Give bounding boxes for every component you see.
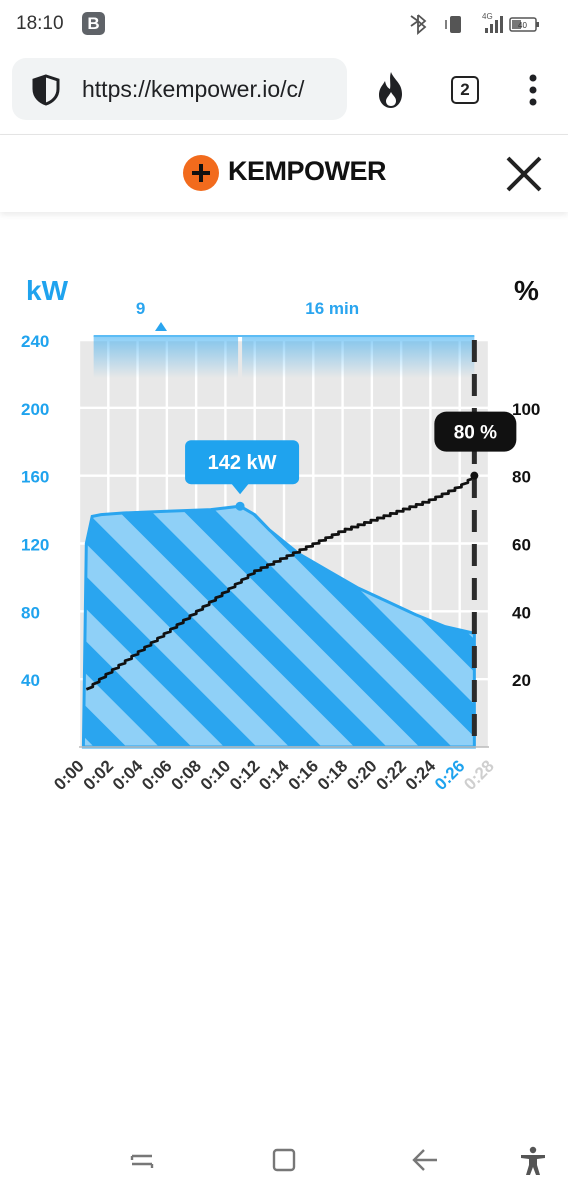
url-text[interactable]: https://kempower.io/c/	[82, 76, 305, 102]
peak-callout	[185, 440, 300, 485]
x-tick: 0:26	[431, 756, 468, 793]
recents-icon[interactable]	[128, 1146, 156, 1174]
more-vert-icon[interactable]	[521, 70, 545, 110]
phone-vibrate-icon	[445, 16, 461, 33]
address-bar[interactable]: https://kempower.io/c/	[12, 58, 347, 120]
brand-logo-text: KEMPOWER	[228, 156, 387, 186]
fire-icon[interactable]	[372, 70, 410, 110]
bluetooth-icon	[410, 14, 427, 35]
status-bar: 18:10 B 4G 40	[0, 0, 568, 48]
close-icon[interactable]	[505, 155, 543, 193]
x-tick: 0:06	[138, 756, 175, 793]
site-header: KEMPOWER	[0, 135, 568, 212]
band-right-label: 16 min	[305, 299, 359, 318]
soc-end-point	[470, 471, 479, 480]
signal-icon	[485, 16, 503, 33]
system-nav-bar	[0, 1130, 568, 1200]
y-tick-right: 80	[512, 468, 531, 487]
status-time: 18:10	[16, 13, 64, 34]
tabs-button[interactable]: 2	[451, 76, 479, 104]
y-tick-left: 240	[21, 332, 49, 351]
x-tick: 0:18	[314, 756, 351, 793]
shield-icon[interactable]	[30, 73, 62, 107]
peak-point	[235, 501, 245, 511]
y-tick-right: 40	[512, 603, 531, 622]
band-left-segment	[93, 336, 239, 378]
battery-level: 40	[518, 21, 527, 30]
plus-circle-icon	[183, 155, 219, 191]
battery-icon: 40	[509, 17, 539, 32]
peak-callout-pointer	[231, 483, 250, 495]
x-tick: 0:16	[285, 756, 322, 793]
y-tick-left: 40	[21, 671, 40, 690]
y-tick-left: 160	[21, 468, 49, 487]
browser-toolbar: https://kempower.io/c/ 2	[0, 48, 568, 135]
y-tick-right: 20	[512, 671, 531, 690]
x-tick: 0:08	[167, 756, 204, 793]
power-area	[81, 504, 476, 749]
right-axis-title: %	[514, 275, 539, 306]
soc-line	[85, 475, 476, 691]
x-tick: 0:00	[50, 756, 87, 793]
back-icon[interactable]	[410, 1146, 440, 1174]
soc-callout	[434, 411, 517, 452]
charging-chart: 9 16 min kW % 240 200 160 120 80 40 100 80 60 40 20 0:…	[21, 275, 540, 794]
x-tick: 0:28	[460, 756, 497, 793]
x-tick: 0:24	[402, 756, 440, 794]
x-tick: 0:22	[372, 756, 409, 793]
x-tick: 0:04	[109, 756, 147, 794]
x-tick: 0:10	[197, 756, 234, 793]
network-type: 4G	[482, 12, 493, 21]
x-tick: 0:20	[343, 756, 380, 793]
status-badge: B	[82, 12, 105, 35]
status-icons: 4G 40	[410, 12, 539, 35]
accessibility-icon[interactable]	[518, 1146, 548, 1176]
band-marker-icon	[155, 322, 167, 331]
home-icon[interactable]	[270, 1146, 298, 1174]
y-tick-left: 120	[21, 536, 49, 555]
y-tick-right: 100	[512, 400, 540, 419]
y-tick-right: 60	[512, 536, 531, 555]
x-tick: 0:12	[226, 756, 263, 793]
band-left-label: 9	[136, 299, 145, 318]
peak-callout-label: 142 kW	[208, 452, 277, 474]
x-tick: 0:14	[255, 756, 293, 794]
y-tick-left: 80	[21, 603, 40, 622]
y-tick-left: 200	[21, 400, 49, 419]
x-tick: 0:02	[80, 756, 117, 793]
soc-callout-label: 80 %	[454, 423, 497, 444]
left-axis-title: kW	[26, 275, 69, 306]
band-right-segment	[242, 336, 475, 378]
